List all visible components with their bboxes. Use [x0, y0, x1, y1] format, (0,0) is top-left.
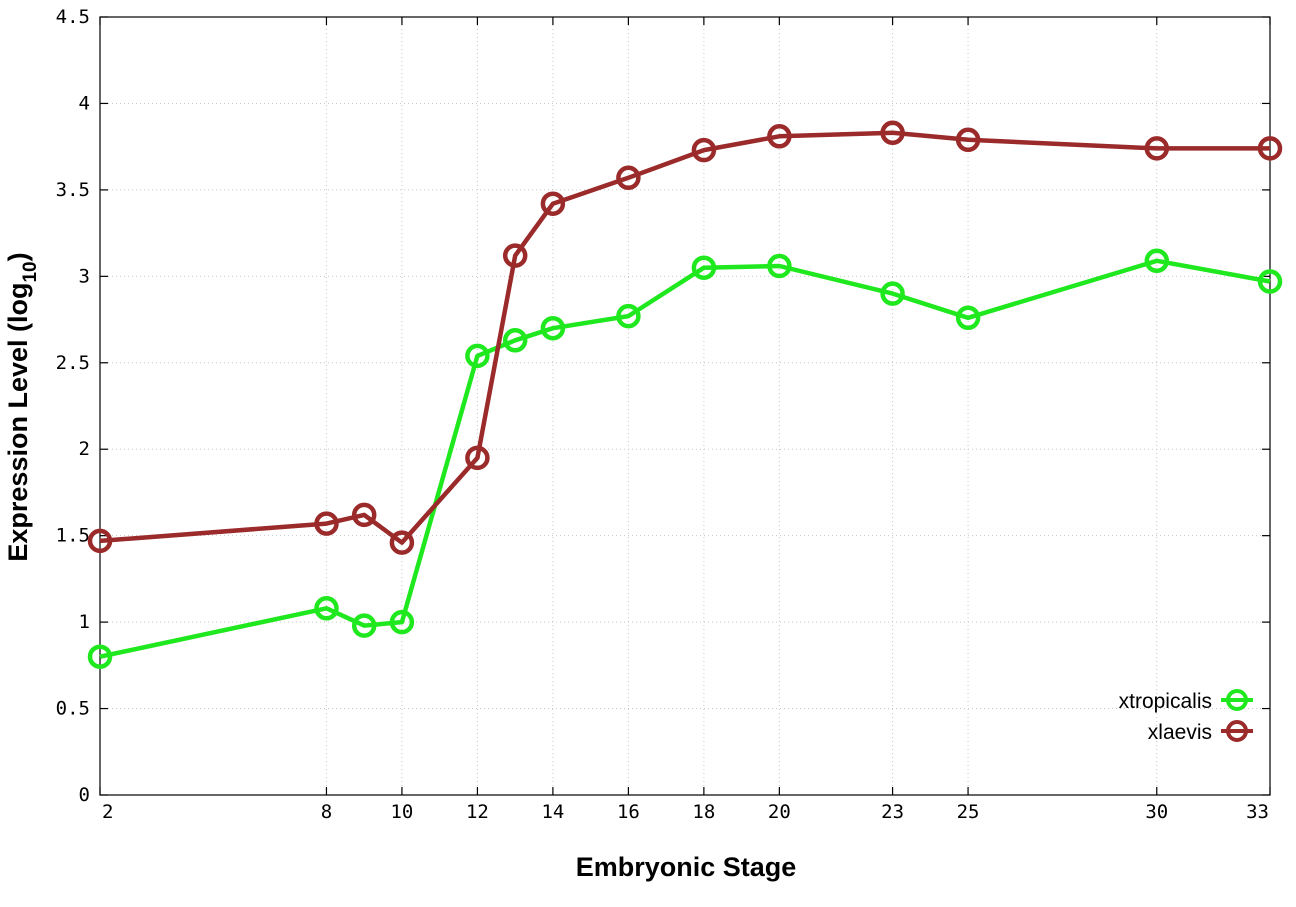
x-tick-label: 14: [541, 801, 564, 823]
x-tick-label: 23: [881, 801, 904, 823]
y-tick-label: 3.5: [56, 179, 90, 201]
data-point-xlaevis: [351, 502, 377, 528]
data-point-xtropicalis: [767, 253, 792, 279]
data-point-xlaevis: [465, 445, 490, 471]
x-tick-label: 20: [768, 801, 791, 823]
legend-label-xtropicalis: xtropicalis: [1119, 690, 1212, 713]
data-point-xtropicalis: [314, 596, 339, 621]
x-tick-label: 2: [102, 801, 113, 823]
x-tick-label: 16: [617, 801, 640, 823]
x-tick-label: 30: [1145, 801, 1168, 823]
y-axis-title-main: Expression Level (log: [3, 283, 33, 562]
data-point-xtropicalis: [351, 613, 377, 638]
data-point-xtropicalis: [502, 328, 528, 353]
data-point-xlaevis: [87, 528, 113, 554]
y-tick-label: 2: [79, 438, 90, 460]
data-point-xtropicalis: [540, 315, 566, 341]
data-point-xlaevis: [389, 530, 415, 555]
y-axis-title-subscript: 10: [20, 261, 41, 282]
axis-layer: 0 0.5 1 1.5 2 2.5 3 3.5 4 4.5 2 8 10 12 14 16 18 20 23 25 30…: [56, 6, 1271, 823]
series-layer: [87, 120, 1283, 669]
data-point-xtropicalis: [389, 609, 415, 635]
data-point-xlaevis: [616, 165, 641, 191]
data-point-xlaevis: [691, 137, 717, 163]
data-point-xtropicalis: [87, 644, 113, 669]
y-tick-label: 2.5: [56, 352, 90, 374]
x-tick-label: 33: [1246, 801, 1269, 823]
legend-marker-xtropicalis: [1226, 689, 1248, 711]
data-point-xlaevis: [1257, 136, 1283, 161]
data-point-xtropicalis: [465, 343, 490, 369]
data-point-xlaevis: [880, 120, 905, 146]
plot-frame: [99, 16, 1271, 796]
x-tick-label: 10: [390, 801, 413, 823]
y-tick-label: 4.5: [56, 6, 90, 28]
data-point-xlaevis: [540, 191, 566, 216]
x-tick-label: 8: [321, 801, 332, 823]
data-point-xlaevis: [314, 511, 339, 536]
x-tick-label: 25: [957, 801, 980, 823]
data-point-xtropicalis: [691, 255, 717, 280]
x-tick-label: 18: [692, 801, 715, 823]
legend-marker-xlaevis: [1226, 720, 1248, 742]
grid-layer: [100, 17, 1270, 795]
data-point-xtropicalis: [616, 303, 641, 329]
legend-label-xlaevis: xlaevis: [1148, 721, 1212, 744]
data-point-xtropicalis: [1257, 269, 1283, 294]
data-point-xlaevis: [767, 124, 792, 149]
x-tick-label: 12: [466, 801, 489, 823]
series-line-xlaevis: [99, 130, 1270, 545]
series-line-xtropicalis: [99, 258, 1271, 659]
y-tick-label: 0.5: [56, 698, 90, 720]
data-point-xlaevis: [502, 243, 528, 268]
data-point-xtropicalis: [955, 305, 981, 331]
data-point-xlaevis: [955, 127, 981, 153]
x-axis-title: Embryonic Stage: [576, 852, 797, 882]
data-point-xtropicalis: [1144, 248, 1170, 274]
y-tick-label: 1: [79, 611, 90, 633]
y-axis-title-close: ): [3, 252, 33, 261]
y-tick-label: 4: [79, 92, 90, 114]
y-tick-label: 0: [79, 784, 90, 806]
data-point-xtropicalis: [880, 281, 905, 306]
y-axis-title: Expression Level (log10): [3, 252, 41, 561]
y-tick-label: 3: [79, 265, 90, 287]
legend: xtropicalis xlaevis: [1119, 689, 1253, 744]
data-point-xlaevis: [1144, 136, 1170, 161]
y-tick-label: 1.5: [56, 525, 90, 547]
